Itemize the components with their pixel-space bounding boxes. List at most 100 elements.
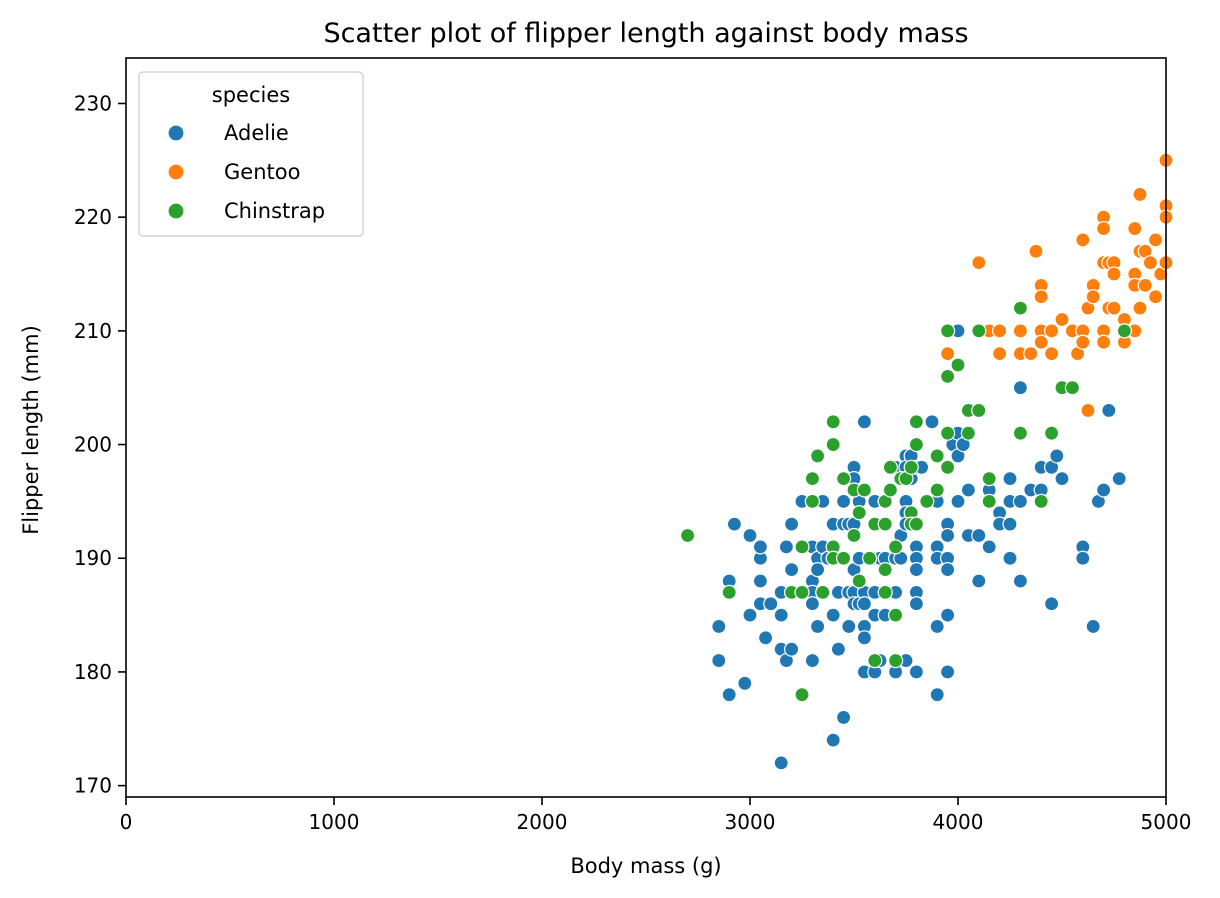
data-point bbox=[1127, 220, 1143, 237]
data-point bbox=[919, 493, 935, 509]
data-point bbox=[794, 687, 810, 703]
legend-label: Chinstrap bbox=[224, 199, 325, 223]
legend-label: Adelie bbox=[224, 121, 289, 145]
legend-title: species bbox=[212, 83, 290, 107]
data-point bbox=[856, 482, 873, 498]
data-point bbox=[1033, 289, 1049, 305]
data-point bbox=[882, 482, 899, 498]
data-point bbox=[1111, 471, 1127, 487]
data-point bbox=[1095, 220, 1112, 237]
data-point bbox=[971, 255, 987, 271]
data-point bbox=[825, 436, 841, 453]
data-point bbox=[737, 675, 753, 691]
data-point bbox=[809, 618, 826, 635]
data-point bbox=[856, 414, 873, 430]
data-point bbox=[887, 607, 904, 623]
x-axis-ticks: 0 1000 2000 3000 4000 5000 bbox=[120, 797, 1192, 834]
data-point bbox=[929, 687, 945, 703]
data-point bbox=[971, 323, 987, 339]
data-point bbox=[1147, 289, 1164, 305]
data-point bbox=[815, 584, 831, 600]
data-point bbox=[908, 436, 925, 453]
data-point bbox=[887, 539, 904, 555]
data-point bbox=[752, 573, 769, 589]
data-point bbox=[950, 357, 966, 373]
data-point bbox=[742, 607, 758, 623]
data-point bbox=[1085, 618, 1101, 635]
data-point bbox=[1033, 334, 1049, 350]
x-tick-label: 4000 bbox=[933, 810, 984, 834]
data-point bbox=[1137, 277, 1153, 293]
data-point bbox=[1049, 448, 1065, 464]
data-point bbox=[1002, 516, 1018, 532]
legend-label: Gentoo bbox=[224, 160, 300, 184]
data-point bbox=[1106, 266, 1122, 282]
x-tick-label: 1000 bbox=[309, 810, 360, 834]
data-point bbox=[908, 562, 925, 578]
data-point bbox=[1043, 596, 1060, 612]
data-point bbox=[809, 562, 826, 578]
plot-area-frame bbox=[125, 57, 1167, 798]
data-point bbox=[763, 596, 779, 612]
data-point bbox=[804, 596, 821, 612]
data-point bbox=[711, 618, 727, 635]
data-point bbox=[721, 584, 737, 600]
data-point bbox=[991, 323, 1008, 339]
y-tick-label: 190 bbox=[74, 546, 112, 570]
data-point bbox=[1075, 334, 1091, 350]
legend: species Adelie Gentoo Chinstrap bbox=[138, 71, 364, 237]
legend-marker bbox=[167, 163, 185, 181]
data-point bbox=[929, 618, 945, 635]
data-point bbox=[939, 459, 956, 475]
y-tick-label: 210 bbox=[74, 319, 112, 343]
y-tick-label: 230 bbox=[74, 91, 112, 115]
data-point bbox=[721, 687, 737, 703]
data-point bbox=[960, 482, 977, 498]
data-point bbox=[939, 346, 956, 362]
data-point bbox=[1023, 346, 1039, 362]
data-point bbox=[1012, 323, 1029, 339]
data-point bbox=[856, 596, 873, 612]
y-axis-ticks: 170 180 190 200 210 220 230 bbox=[74, 91, 126, 798]
data-point bbox=[825, 732, 841, 748]
data-point bbox=[991, 346, 1008, 362]
data-point bbox=[830, 641, 847, 657]
data-point bbox=[1064, 380, 1081, 396]
y-tick-label: 220 bbox=[74, 205, 112, 229]
x-tick-label: 3000 bbox=[725, 810, 776, 834]
data-point bbox=[783, 516, 800, 532]
data-point bbox=[1080, 402, 1096, 419]
series-gentoo bbox=[939, 152, 1174, 419]
data-points-layer bbox=[679, 152, 1174, 771]
data-point bbox=[1075, 232, 1091, 248]
data-point bbox=[851, 505, 867, 521]
data-point bbox=[841, 618, 857, 635]
data-point bbox=[804, 471, 821, 487]
data-point bbox=[929, 482, 945, 498]
data-point bbox=[1075, 550, 1091, 566]
data-point bbox=[726, 516, 743, 532]
data-point bbox=[861, 550, 878, 566]
data-point bbox=[939, 562, 956, 578]
data-point bbox=[950, 493, 966, 509]
data-point bbox=[939, 607, 956, 623]
data-point bbox=[1028, 243, 1044, 259]
legend-items: Adelie Gentoo Chinstrap bbox=[167, 121, 325, 223]
legend-box bbox=[138, 71, 364, 237]
data-point bbox=[887, 652, 904, 669]
data-point bbox=[1012, 493, 1029, 509]
data-point bbox=[1012, 425, 1029, 441]
data-point bbox=[794, 539, 810, 555]
x-tick-label: 5000 bbox=[1141, 810, 1192, 834]
data-point bbox=[804, 652, 821, 669]
y-tick-label: 180 bbox=[74, 660, 112, 684]
data-point bbox=[971, 573, 987, 589]
data-point bbox=[778, 539, 795, 555]
data-point bbox=[1043, 323, 1060, 339]
y-tick-label: 170 bbox=[74, 774, 112, 798]
data-point bbox=[1106, 300, 1122, 316]
data-point bbox=[939, 664, 956, 680]
data-point bbox=[1085, 289, 1101, 305]
data-point bbox=[929, 448, 945, 464]
data-point bbox=[742, 527, 758, 544]
